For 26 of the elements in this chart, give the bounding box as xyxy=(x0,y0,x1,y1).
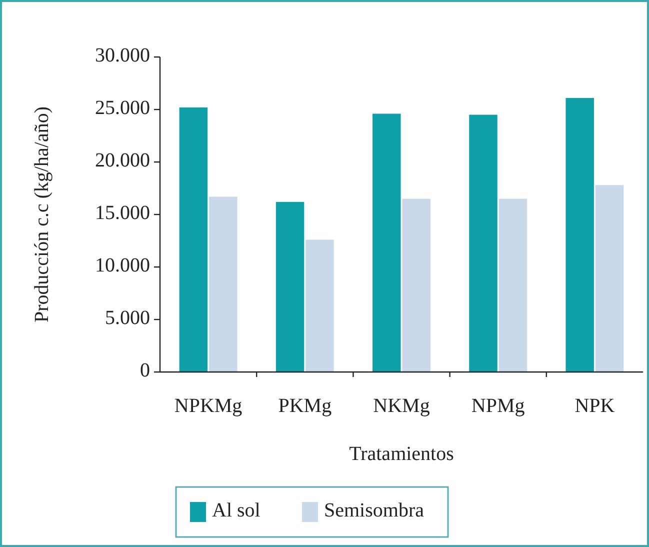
legend-label: Semisombra xyxy=(324,500,424,522)
y-tick-label: 30.000 xyxy=(95,44,150,67)
bar xyxy=(209,196,238,372)
y-tick-label: 25.000 xyxy=(95,97,150,120)
bar xyxy=(469,114,498,372)
y-tick-label: 20.000 xyxy=(95,150,150,172)
y-tick-label: 5.000 xyxy=(105,307,150,330)
x-axis-title: Tratamientos xyxy=(349,443,454,465)
legend-label: Al sol xyxy=(212,500,261,522)
bar xyxy=(306,240,334,372)
bar xyxy=(595,185,624,372)
y-tick-label: 0 xyxy=(140,360,150,382)
bar xyxy=(372,114,401,372)
y-tick-label: 10.000 xyxy=(95,254,150,277)
y-axis-title: Producción c.c (kg/ha/año) xyxy=(31,106,53,323)
x-tick-label: NPK xyxy=(574,395,616,417)
x-tick-label: NPKMg xyxy=(174,395,242,417)
x-tick-label: NPMg xyxy=(471,395,525,417)
y-tick-label: 15.000 xyxy=(95,202,150,224)
bar xyxy=(276,202,304,372)
bar xyxy=(566,98,594,372)
x-tick-label: PKMg xyxy=(278,395,332,417)
bar xyxy=(179,107,208,372)
bar xyxy=(402,198,430,372)
x-tick-label: NKMg xyxy=(373,395,430,417)
bar xyxy=(498,198,528,372)
